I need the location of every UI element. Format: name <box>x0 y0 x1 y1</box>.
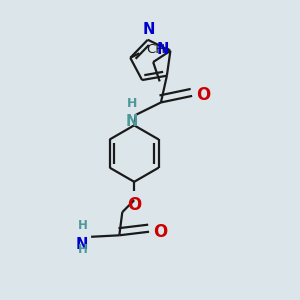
Text: N: N <box>142 22 154 38</box>
Text: H: H <box>78 219 88 232</box>
Text: N: N <box>126 114 138 129</box>
Text: O: O <box>196 86 211 104</box>
Text: O: O <box>127 196 141 214</box>
Text: N: N <box>157 41 169 56</box>
Text: CH₃: CH₃ <box>147 43 171 56</box>
Text: H: H <box>127 97 137 110</box>
Text: O: O <box>154 223 168 241</box>
Text: H: H <box>78 243 88 256</box>
Text: N: N <box>76 237 88 252</box>
